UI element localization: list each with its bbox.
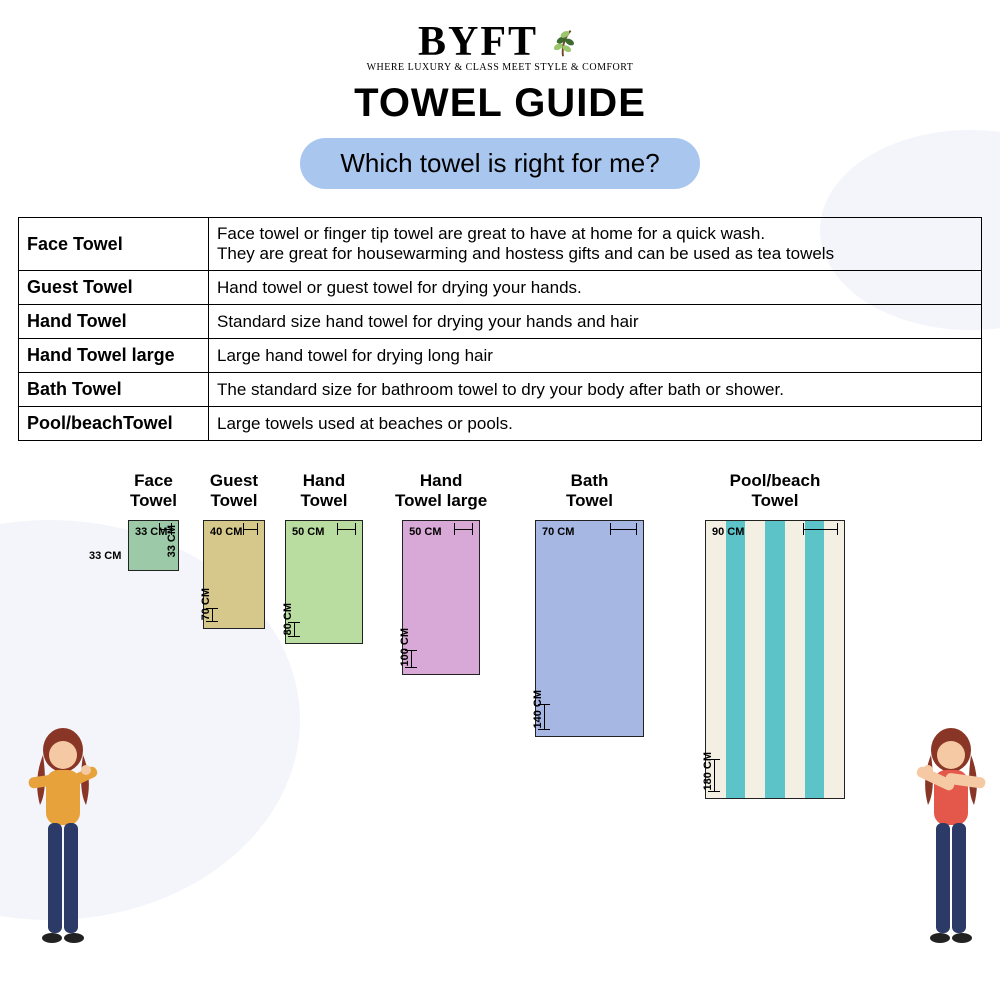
height-label: 33 CM [166, 525, 178, 557]
towel-group: Pool/beachTowel 90 CM180 CM [705, 471, 845, 803]
subtitle-pill: Which towel is right for me? [300, 138, 699, 189]
leaf-icon [544, 23, 582, 61]
towel-desc-cell: Face towel or finger tip towel are great… [209, 218, 982, 271]
page-title: TOWEL GUIDE [0, 81, 1000, 126]
towel-size-label: Pool/beachTowel [705, 471, 845, 510]
towel-size-label: GuestTowel [203, 471, 265, 510]
width-marker [454, 523, 474, 535]
towel-desc-cell: Hand towel or guest towel for drying you… [209, 271, 982, 305]
height-label: 33 CM [89, 550, 121, 562]
towel-name-cell: Hand Towel [19, 305, 209, 339]
towel-table: Face TowelFace towel or finger tip towel… [18, 217, 982, 441]
table-row: Hand TowelStandard size hand towel for d… [19, 305, 982, 339]
tagline: WHERE LUXURY & CLASS MEET STYLE & COMFOR… [0, 62, 1000, 73]
table-row: Pool/beachTowelLarge towels used at beac… [19, 407, 982, 441]
height-marker [206, 608, 218, 622]
width-label: 50 CM [292, 526, 324, 538]
towel-box: 50 CM100 CM [402, 520, 480, 675]
towel-box: 50 CM80 CM [285, 520, 363, 644]
towel-desc-cell: Large hand towel for drying long hair [209, 339, 982, 373]
towel-desc-cell: Large towels used at beaches or pools. [209, 407, 982, 441]
towel-size-label: HandTowel large [395, 471, 487, 510]
width-marker [610, 523, 637, 535]
towel-box: 40 CM70 CM [203, 520, 265, 629]
towel-name-cell: Pool/beachTowel [19, 407, 209, 441]
height-marker [288, 622, 300, 637]
brand-logo: BYFT [418, 18, 582, 66]
size-diagram: FaceTowel33 CM33 CM33 CMGuestTowel40 CM7… [0, 471, 1000, 891]
width-marker [243, 523, 259, 535]
width-label: 70 CM [542, 526, 574, 538]
towel-group: HandTowel large 50 CM100 CM [395, 471, 487, 680]
towel-size-label: BathTowel [535, 471, 644, 510]
towel-group: GuestTowel 40 CM70 CM [203, 471, 265, 634]
width-label: 50 CM [409, 526, 441, 538]
towel-size-label: FaceTowel [128, 471, 179, 510]
header: BYFT WHERE LUXURY & CLASS MEET STYLE & C… [0, 0, 1000, 189]
table-row: Hand Towel largeLarge hand towel for dry… [19, 339, 982, 373]
towel-group: FaceTowel 33 CM33 CM33 CM [128, 471, 179, 576]
towel-group: HandTowel 50 CM80 CM [285, 471, 363, 649]
person-left-illustration [18, 720, 108, 980]
towel-desc-cell: Standard size hand towel for drying your… [209, 305, 982, 339]
person-right-illustration [906, 720, 996, 980]
towel-box: 33 CM33 CM33 CM [128, 520, 179, 571]
width-marker [337, 523, 357, 535]
width-marker [803, 523, 838, 535]
towel-size-label: HandTowel [285, 471, 363, 510]
towel-desc-cell: The standard size for bathroom towel to … [209, 373, 982, 407]
width-label: 40 CM [210, 526, 242, 538]
table-row: Face TowelFace towel or finger tip towel… [19, 218, 982, 271]
towel-name-cell: Guest Towel [19, 271, 209, 305]
brand-text: BYFT [418, 18, 538, 66]
towel-name-cell: Bath Towel [19, 373, 209, 407]
towel-box: 90 CM180 CM [705, 520, 845, 799]
table-row: Bath TowelThe standard size for bathroom… [19, 373, 982, 407]
table-row: Guest TowelHand towel or guest towel for… [19, 271, 982, 305]
height-marker [538, 704, 550, 730]
width-label: 90 CM [712, 526, 744, 538]
towel-box: 70 CM140 CM [535, 520, 644, 737]
height-marker [708, 759, 720, 792]
towel-group: BathTowel 70 CM140 CM [535, 471, 644, 742]
towel-name-cell: Face Towel [19, 218, 209, 271]
towel-name-cell: Hand Towel large [19, 339, 209, 373]
height-marker [405, 650, 417, 669]
